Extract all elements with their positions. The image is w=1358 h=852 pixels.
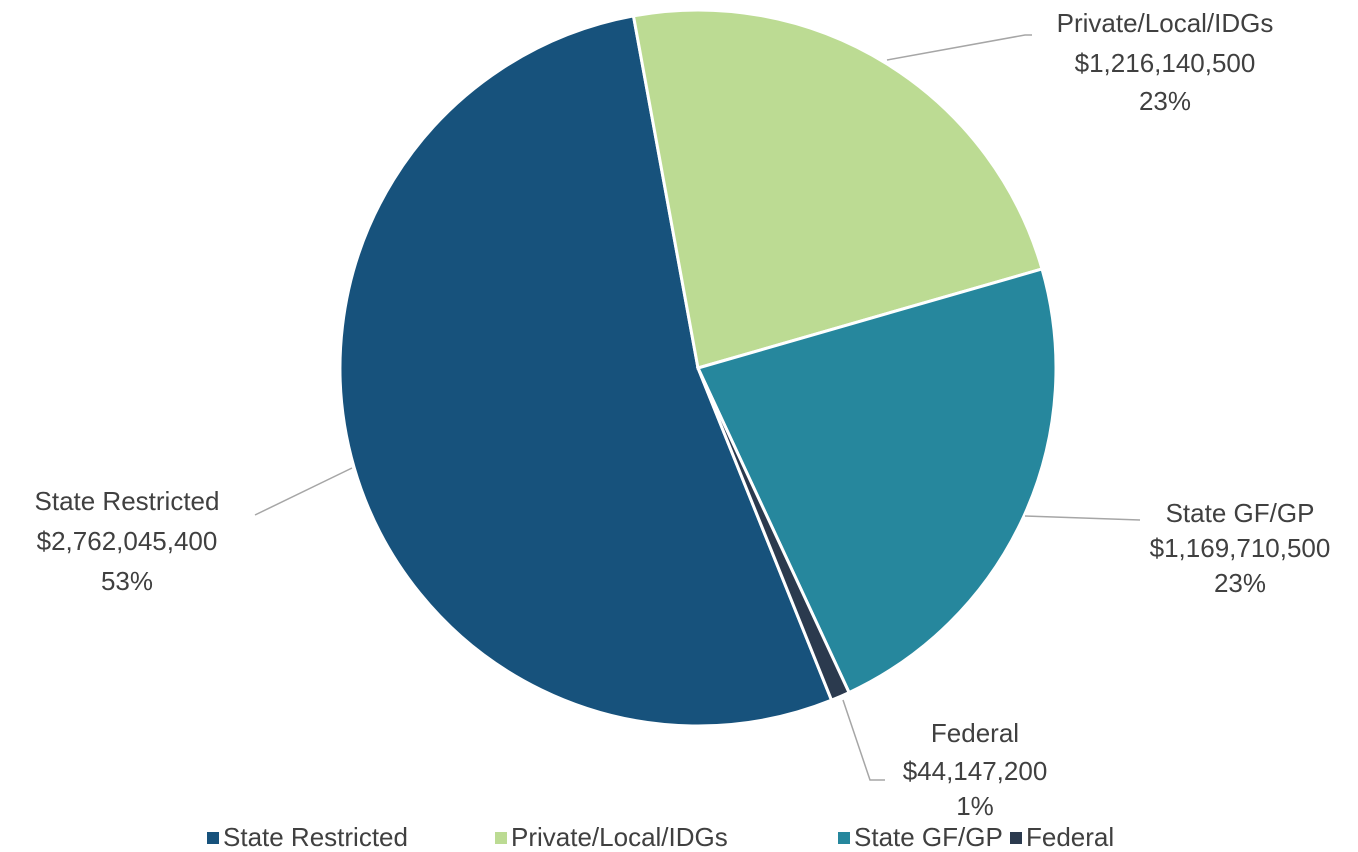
legend-swatch [838, 832, 850, 844]
data-label-percent: 23% [1214, 568, 1266, 598]
pie-slice [338, 14, 834, 728]
pie-slice [696, 367, 852, 703]
leader-line [886, 34, 1032, 61]
data-label-name: State GF/GP [1166, 498, 1315, 528]
data-label-value: $1,169,710,500 [1150, 533, 1331, 563]
legend-label: Private/Local/IDGs [511, 822, 728, 852]
data-label-value: $2,762,045,400 [37, 526, 218, 556]
leader-line [842, 699, 885, 781]
data-label-name: Federal [931, 718, 1019, 748]
pie-slice [631, 8, 1044, 370]
data-label-value: $44,147,200 [903, 756, 1048, 786]
legend-swatch [1010, 832, 1022, 844]
legend-swatch [207, 832, 219, 844]
data-label-value: $1,216,140,500 [1075, 48, 1256, 78]
leader-line [254, 467, 353, 516]
data-label-percent: 1% [956, 791, 994, 821]
legend-label: Federal [1026, 822, 1114, 852]
pie-slice [695, 267, 1058, 695]
leader-line [1024, 515, 1141, 521]
data-label-percent: 53% [101, 566, 153, 596]
legend-label: State GF/GP [854, 822, 1003, 852]
data-label-percent: 23% [1139, 86, 1191, 116]
data-label-name: Private/Local/IDGs [1057, 8, 1274, 38]
legend-label: State Restricted [223, 822, 408, 852]
legend-swatch [495, 832, 507, 844]
data-label-name: State Restricted [35, 486, 220, 516]
